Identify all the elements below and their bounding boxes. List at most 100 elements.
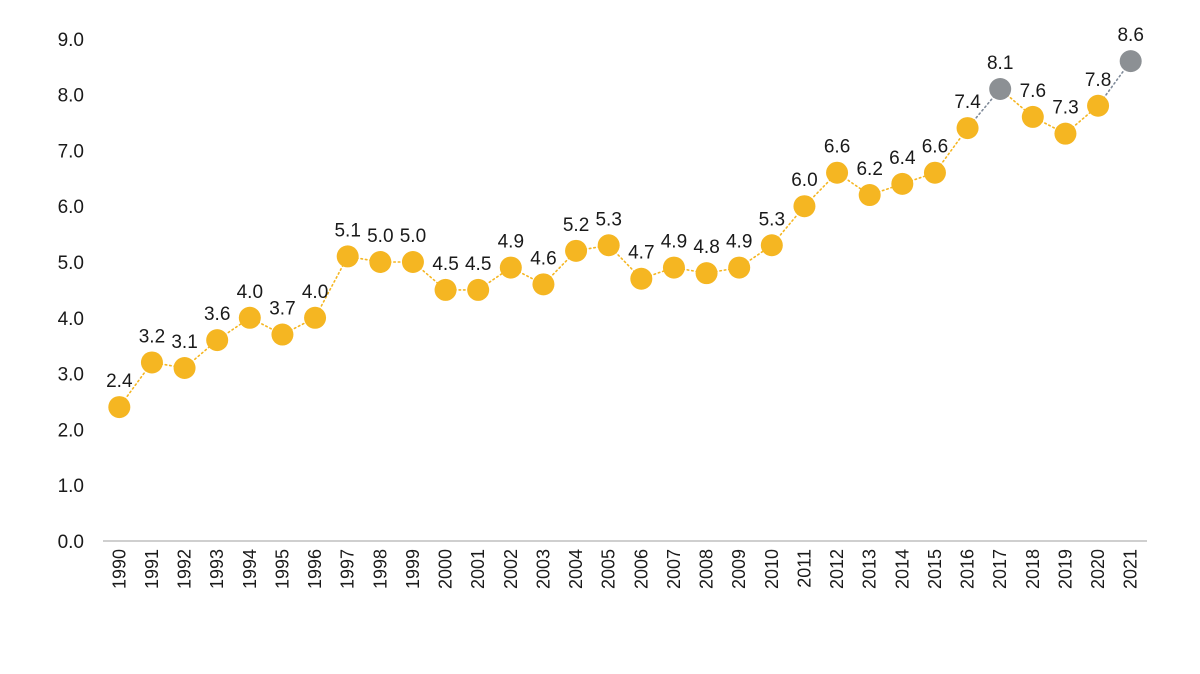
data-value-label: 4.8	[693, 237, 719, 258]
data-value-label: 3.6	[204, 304, 230, 325]
x-tick-label: 2001	[468, 549, 488, 589]
data-value-label: 5.0	[367, 226, 393, 247]
data-point-marker	[401, 251, 424, 273]
y-tick-label: 7.0	[58, 141, 84, 162]
data-value-label: 2.4	[106, 371, 133, 392]
data-point-marker	[923, 161, 946, 184]
data-point-marker	[1021, 105, 1044, 128]
connector-segment	[542, 250, 577, 286]
data-value-label: 3.7	[269, 299, 295, 320]
data-value-label: 5.1	[334, 220, 360, 241]
data-value-label: 6.2	[856, 159, 882, 180]
data-value-label: 4.6	[530, 248, 556, 269]
data-point-marker	[565, 239, 588, 262]
x-tick-label: 2002	[501, 549, 521, 589]
data-point-marker	[1087, 94, 1110, 117]
x-tick-label: 2011	[794, 549, 814, 588]
data-point-marker	[140, 351, 163, 374]
connector-segment	[314, 255, 349, 319]
x-tick-label: 2006	[631, 549, 651, 589]
data-value-label: 4.9	[726, 232, 752, 253]
y-tick-label: 0.0	[58, 532, 84, 553]
x-tick-label: 2014	[892, 549, 912, 589]
data-point-marker	[173, 357, 196, 380]
x-tick-label: 1990	[109, 549, 129, 589]
data-value-label: 5.3	[759, 209, 785, 230]
data-value-label: 7.6	[1020, 81, 1046, 102]
x-axis-ticks: 1990 1991 1992 1993 1994 1995 1996 1997 1998 1999…	[109, 549, 1140, 589]
data-point-marker	[989, 78, 1012, 101]
data-point-marker	[662, 256, 685, 279]
data-value-label: 4.5	[465, 254, 491, 275]
data-point-marker	[304, 306, 327, 329]
x-tick-label: 2009	[729, 549, 749, 589]
data-point-marker	[271, 323, 294, 346]
data-point-marker	[891, 172, 914, 195]
data-point-marker	[956, 117, 979, 140]
data-value-label: 5.2	[563, 215, 589, 236]
data-value-label: 8.6	[1117, 25, 1143, 46]
data-point-marker	[695, 262, 718, 285]
y-tick-label: 3.0	[58, 365, 84, 386]
x-tick-label: 2019	[1055, 549, 1075, 589]
y-tick-label: 1.0	[58, 476, 84, 497]
data-point-marker	[1054, 122, 1077, 145]
x-tick-label: 1995	[272, 549, 292, 589]
data-point-marker	[499, 256, 522, 279]
y-tick-label: 4.0	[58, 309, 84, 330]
data-value-label: 6.0	[791, 170, 817, 191]
y-tick-label: 5.0	[58, 253, 84, 274]
connector-segment	[607, 244, 643, 280]
x-tick-label: 2017	[990, 549, 1010, 589]
data-value-label: 4.7	[628, 243, 654, 264]
y-tick-label: 9.0	[58, 30, 84, 51]
data-value-label: 7.3	[1052, 98, 1078, 119]
y-tick-label: 2.0	[58, 420, 84, 441]
data-point-marker	[826, 161, 849, 184]
data-point-marker	[532, 273, 555, 296]
x-tick-label: 2013	[860, 549, 880, 589]
data-value-label: 4.5	[432, 254, 458, 275]
data-point-marker	[793, 195, 816, 218]
x-tick-label: 2005	[599, 549, 619, 589]
data-value-label: 7.4	[954, 92, 981, 113]
data-value-label: 4.0	[302, 282, 328, 303]
data-value-label: 7.8	[1085, 70, 1111, 91]
data-point-marker	[206, 329, 229, 352]
x-tick-label: 2010	[762, 549, 782, 589]
data-value-label: 4.9	[661, 232, 687, 253]
data-value-label: 6.4	[889, 148, 916, 169]
data-value-label: 6.6	[922, 137, 948, 158]
data-point-marker	[597, 234, 620, 257]
x-tick-label: 2003	[533, 549, 553, 589]
data-value-label: 3.2	[139, 326, 165, 347]
x-tick-label: 2008	[697, 549, 717, 589]
x-tick-label: 1996	[305, 549, 325, 589]
x-tick-label: 1997	[338, 549, 358, 589]
x-tick-label: 2015	[925, 549, 945, 589]
data-points	[108, 50, 1142, 419]
data-value-label: 4.0	[237, 282, 263, 303]
data-point-marker	[238, 306, 261, 329]
data-point-marker	[108, 396, 131, 419]
x-tick-label: 2021	[1121, 549, 1141, 589]
x-tick-label: 2000	[436, 549, 456, 589]
x-tick-label: 1993	[207, 549, 227, 589]
connector-segment	[803, 171, 838, 207]
data-point-marker	[369, 251, 392, 273]
data-point-marker	[760, 234, 783, 257]
x-tick-label: 1999	[403, 549, 423, 589]
x-tick-label: 2004	[566, 549, 586, 589]
data-value-label: 3.1	[171, 332, 197, 353]
data-value-label: 5.3	[595, 209, 621, 230]
data-value-label: 8.1	[987, 53, 1013, 74]
y-axis-ticks: 0.0 1.0 2.0 3.0 4.0 5.0 6.0 7.0 8.0 9.0	[58, 30, 84, 553]
x-tick-label: 2020	[1088, 549, 1108, 589]
y-tick-label: 8.0	[58, 86, 84, 107]
x-tick-label: 1994	[240, 549, 260, 589]
data-point-marker	[728, 256, 751, 279]
y-tick-label: 6.0	[58, 197, 84, 218]
x-tick-label: 2018	[1023, 549, 1043, 589]
x-tick-label: 1998	[370, 549, 390, 589]
